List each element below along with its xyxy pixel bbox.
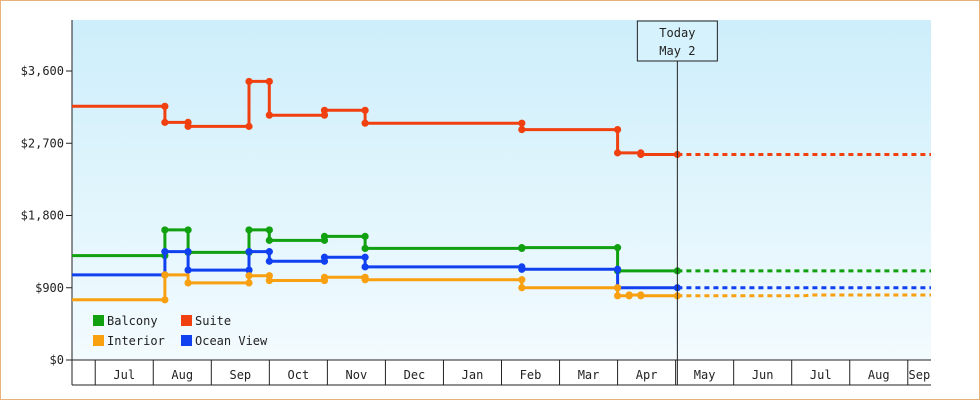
legend-label-suite: Suite: [195, 314, 231, 328]
data-point-interior: [613, 284, 622, 292]
y-tick-label: $900: [35, 281, 64, 295]
plot-background: [72, 20, 931, 360]
legend-swatch-interior: [93, 335, 104, 346]
x-tick-label: Sep: [229, 368, 251, 382]
legend-swatch-balcony: [93, 315, 104, 326]
data-point-ocean-view: [265, 257, 273, 265]
data-point-ocean-view: [161, 248, 169, 256]
data-point-balcony: [361, 232, 369, 240]
data-point-suite: [361, 119, 369, 127]
data-point-suite: [518, 126, 526, 134]
x-tick-label: Feb: [520, 368, 542, 382]
data-point-balcony: [320, 232, 329, 240]
data-point-balcony: [184, 226, 192, 234]
data-point-ocean-view: [245, 248, 253, 256]
x-tick-label: Mar: [578, 368, 600, 382]
data-point-interior: [161, 296, 169, 304]
data-point-balcony: [613, 244, 622, 252]
data-point-balcony: [265, 236, 273, 244]
data-point-suite: [613, 149, 622, 157]
legend-swatch-ocean-view: [181, 335, 192, 346]
data-point-interior: [361, 276, 369, 284]
x-tick-label: Jul: [810, 368, 832, 382]
x-tick-label: Aug: [171, 368, 193, 382]
x-tick-label: Apr: [636, 368, 658, 382]
data-point-suite: [637, 150, 645, 159]
y-tick-label: $3,600: [21, 64, 64, 78]
data-point-interior: [265, 276, 273, 285]
x-tick-label: Aug: [868, 368, 890, 382]
x-tick-label: Oct: [288, 368, 310, 382]
data-point-interior: [637, 292, 645, 300]
data-point-balcony: [518, 244, 526, 252]
data-point-balcony: [361, 244, 369, 253]
data-point-ocean-view: [613, 265, 622, 273]
series-line-balcony: [72, 228, 678, 273]
data-point-suite: [161, 102, 169, 110]
data-point-suite: [613, 126, 622, 134]
x-tick-label: Sep: [909, 368, 931, 382]
today-date: May 2: [659, 44, 695, 58]
data-point-interior: [613, 292, 622, 300]
data-point-interior: [245, 279, 253, 287]
y-tick-label: $2,700: [21, 136, 64, 150]
data-point-suite: [245, 77, 253, 86]
data-point-suite: [265, 111, 273, 119]
data-point-ocean-view: [320, 253, 329, 261]
data-point-ocean-view: [245, 266, 253, 274]
data-point-interior: [518, 284, 526, 292]
data-point-ocean-view: [361, 253, 369, 261]
today-label: Today: [659, 26, 695, 40]
legend-label-balcony: Balcony: [107, 314, 158, 328]
data-point-interior: [625, 291, 633, 299]
x-tick-label: Dec: [404, 368, 426, 382]
data-point-suite: [161, 118, 169, 126]
data-point-ocean-view: [184, 248, 192, 256]
x-tick-label: Jan: [462, 368, 484, 382]
data-point-ocean-view: [518, 265, 526, 273]
data-point-interior: [184, 279, 192, 287]
legend-label-interior: Interior: [107, 334, 165, 348]
x-tick-label: Nov: [346, 368, 368, 382]
data-point-suite: [361, 106, 369, 114]
data-point-suite: [265, 77, 273, 86]
x-tick-label: Jun: [752, 368, 774, 382]
today-box: [636, 20, 718, 62]
data-point-interior: [245, 272, 253, 280]
legend-label-ocean-view: Ocean View: [195, 334, 268, 348]
series-line-ocean-view: [72, 250, 678, 290]
data-point-interior: [161, 271, 169, 279]
x-tick-label: Jul: [113, 368, 135, 382]
data-point-ocean-view: [184, 266, 192, 274]
x-tick-label: May: [694, 368, 716, 382]
y-tick-label: $0: [50, 353, 64, 367]
series-forecast-interior: [677, 293, 931, 298]
data-point-balcony: [265, 226, 273, 234]
data-point-suite: [320, 106, 329, 114]
data-point-balcony: [161, 226, 169, 234]
data-point-balcony: [245, 226, 253, 234]
y-tick-label: $1,800: [21, 209, 64, 223]
data-point-suite: [518, 119, 526, 127]
data-point-ocean-view: [361, 263, 369, 271]
data-point-suite: [184, 122, 192, 130]
data-point-suite: [245, 122, 253, 130]
data-point-interior: [320, 273, 329, 281]
data-point-interior: [518, 276, 526, 284]
data-point-ocean-view: [265, 248, 273, 256]
legend-swatch-suite: [181, 315, 192, 326]
